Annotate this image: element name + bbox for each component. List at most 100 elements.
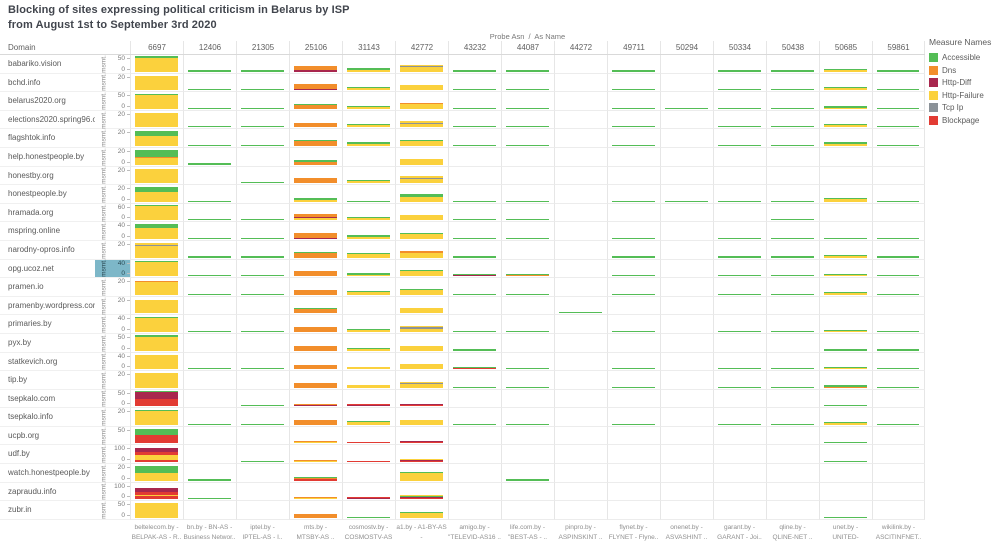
bar-stack[interactable]: [294, 271, 337, 277]
cell-honestpeople.by-50294[interactable]: [660, 185, 713, 204]
bar-stack[interactable]: [188, 498, 231, 500]
cell-babariko.vision-50685[interactable]: [819, 55, 872, 74]
bar-stack[interactable]: [453, 293, 496, 295]
bar-stack[interactable]: [400, 214, 443, 221]
cell-ucpb.org-44272[interactable]: [554, 426, 607, 446]
bar-stack[interactable]: [400, 494, 443, 500]
domain-label[interactable]: zubr.in: [0, 501, 95, 520]
row-axis[interactable]: msmt. 20: [95, 371, 130, 390]
cell-honestby.org-12406[interactable]: [183, 166, 236, 186]
bar-stack[interactable]: [877, 293, 919, 295]
column-header-asn-43232[interactable]: 43232: [448, 41, 501, 54]
cell-tsepkalo.com-31143[interactable]: [342, 389, 395, 409]
cell-honestpeople.by-49711[interactable]: [607, 185, 660, 204]
bar-stack[interactable]: [135, 316, 178, 332]
cell-ucpb.org-50438[interactable]: [766, 426, 819, 446]
cell-pramenby.wordpress.com-50438[interactable]: [766, 296, 819, 316]
cell-pramen.io-44272[interactable]: [554, 278, 607, 297]
bar-stack[interactable]: [453, 273, 496, 277]
cell-help.honestpeople.by-25106[interactable]: [289, 147, 342, 167]
bar-stack[interactable]: [294, 159, 337, 165]
bar-stack[interactable]: [135, 168, 178, 184]
cell-pramenby.wordpress.com-21305[interactable]: [236, 296, 289, 316]
isp-label-50334[interactable]: garant.by - GARANT - Joi..: [713, 522, 766, 544]
row-axis[interactable]: msmt. 20: [95, 241, 130, 260]
cell-zapraudu.info-25106[interactable]: [289, 482, 342, 502]
bar-stack[interactable]: [612, 89, 655, 91]
bar-stack[interactable]: [135, 112, 178, 128]
cell-ucpb.org-44087[interactable]: [501, 426, 554, 446]
cell-honestpeople.by-25106[interactable]: [289, 185, 342, 204]
bar-stack[interactable]: [718, 126, 761, 128]
cell-pyx.by-50294[interactable]: [660, 333, 713, 353]
bar-stack[interactable]: [718, 70, 761, 72]
cell-bchd.info-50334[interactable]: [713, 73, 766, 93]
cell-narodny-opros.info-6697[interactable]: [130, 240, 183, 260]
bar-stack[interactable]: [347, 403, 390, 407]
cell-udf.by-6697[interactable]: [130, 445, 183, 465]
cell-help.honestpeople.by-59861[interactable]: [872, 147, 925, 167]
bar-stack[interactable]: [135, 93, 178, 109]
bar-stack[interactable]: [771, 386, 814, 388]
cell-hramada.org-42772[interactable]: [395, 203, 448, 223]
bar-stack[interactable]: [771, 219, 814, 221]
cell-zubr.in-59861[interactable]: [872, 501, 925, 520]
cell-tip.by-50334[interactable]: [713, 371, 766, 390]
bar-stack[interactable]: [347, 253, 390, 258]
cell-ucpb.org-50294[interactable]: [660, 426, 713, 446]
bar-stack[interactable]: [135, 75, 178, 91]
domain-label[interactable]: statkevich.org: [0, 353, 95, 372]
cell-bchd.info-25106[interactable]: [289, 73, 342, 93]
legend-item-blockpage[interactable]: Blockpage: [929, 115, 999, 127]
cell-narodny-opros.info-50685[interactable]: [819, 240, 872, 260]
cell-pramenby.wordpress.com-59861[interactable]: [872, 296, 925, 316]
cell-statkevich.org-31143[interactable]: [342, 352, 395, 372]
cell-zapraudu.info-43232[interactable]: [448, 482, 501, 502]
cell-zubr.in-25106[interactable]: [289, 501, 342, 520]
domain-label[interactable]: belarus2020.org: [0, 92, 95, 111]
bar-stack[interactable]: [824, 69, 867, 72]
bar-stack[interactable]: [400, 251, 443, 258]
cell-help.honestpeople.by-50294[interactable]: [660, 147, 713, 167]
bar-stack[interactable]: [347, 347, 390, 351]
bar-stack[interactable]: [771, 200, 814, 202]
bar-stack[interactable]: [877, 89, 919, 91]
cell-opg.ucoz.net-12406[interactable]: [183, 259, 236, 279]
bar-stack[interactable]: [400, 326, 443, 332]
cell-tip.by-50294[interactable]: [660, 371, 713, 390]
cell-opg.ucoz.net-44272[interactable]: [554, 259, 607, 279]
cell-pramenby.wordpress.com-31143[interactable]: [342, 296, 395, 316]
cell-zapraudu.info-59861[interactable]: [872, 482, 925, 502]
isp-label-25106[interactable]: mts.by - MTSBY-AS ..: [289, 522, 342, 544]
cell-babariko.vision-44087[interactable]: [501, 55, 554, 74]
bar-stack[interactable]: [612, 330, 655, 332]
bar-stack[interactable]: [506, 126, 549, 128]
row-axis[interactable]: msmt. 20 0: [95, 148, 130, 167]
cell-mspring.online-42772[interactable]: [395, 222, 448, 241]
cell-udf.by-44087[interactable]: [501, 445, 554, 465]
column-header-asn-50685[interactable]: 50685: [819, 41, 872, 54]
domain-label[interactable]: primaries.by: [0, 315, 95, 334]
bar-stack[interactable]: [877, 274, 919, 277]
bar-stack[interactable]: [188, 274, 231, 277]
bar-stack[interactable]: [506, 273, 549, 277]
cell-zubr.in-44087[interactable]: [501, 501, 554, 520]
bar-stack[interactable]: [824, 123, 867, 128]
bar-stack[interactable]: [771, 274, 814, 277]
bar-stack[interactable]: [294, 364, 337, 370]
domain-label[interactable]: pramenby.wordpress.com: [0, 297, 95, 316]
cell-hramada.org-49711[interactable]: [607, 203, 660, 223]
cell-narodny-opros.info-31143[interactable]: [342, 240, 395, 260]
bar-stack[interactable]: [824, 422, 867, 425]
bar-stack[interactable]: [400, 121, 443, 128]
bar-stack[interactable]: [294, 382, 337, 388]
isp-label-44087[interactable]: life.com.by - "BEST-AS - ..: [501, 522, 554, 544]
cell-statkevich.org-43232[interactable]: [448, 352, 501, 372]
bar-stack[interactable]: [718, 386, 761, 388]
cell-elections2020.spring96.org-44087[interactable]: [501, 110, 554, 130]
bar-stack[interactable]: [400, 472, 443, 481]
cell-ucpb.org-50334[interactable]: [713, 426, 766, 446]
bar-stack[interactable]: [135, 149, 178, 165]
cell-tsepkalo.info-50438[interactable]: [766, 408, 819, 427]
bar-stack[interactable]: [188, 293, 231, 295]
